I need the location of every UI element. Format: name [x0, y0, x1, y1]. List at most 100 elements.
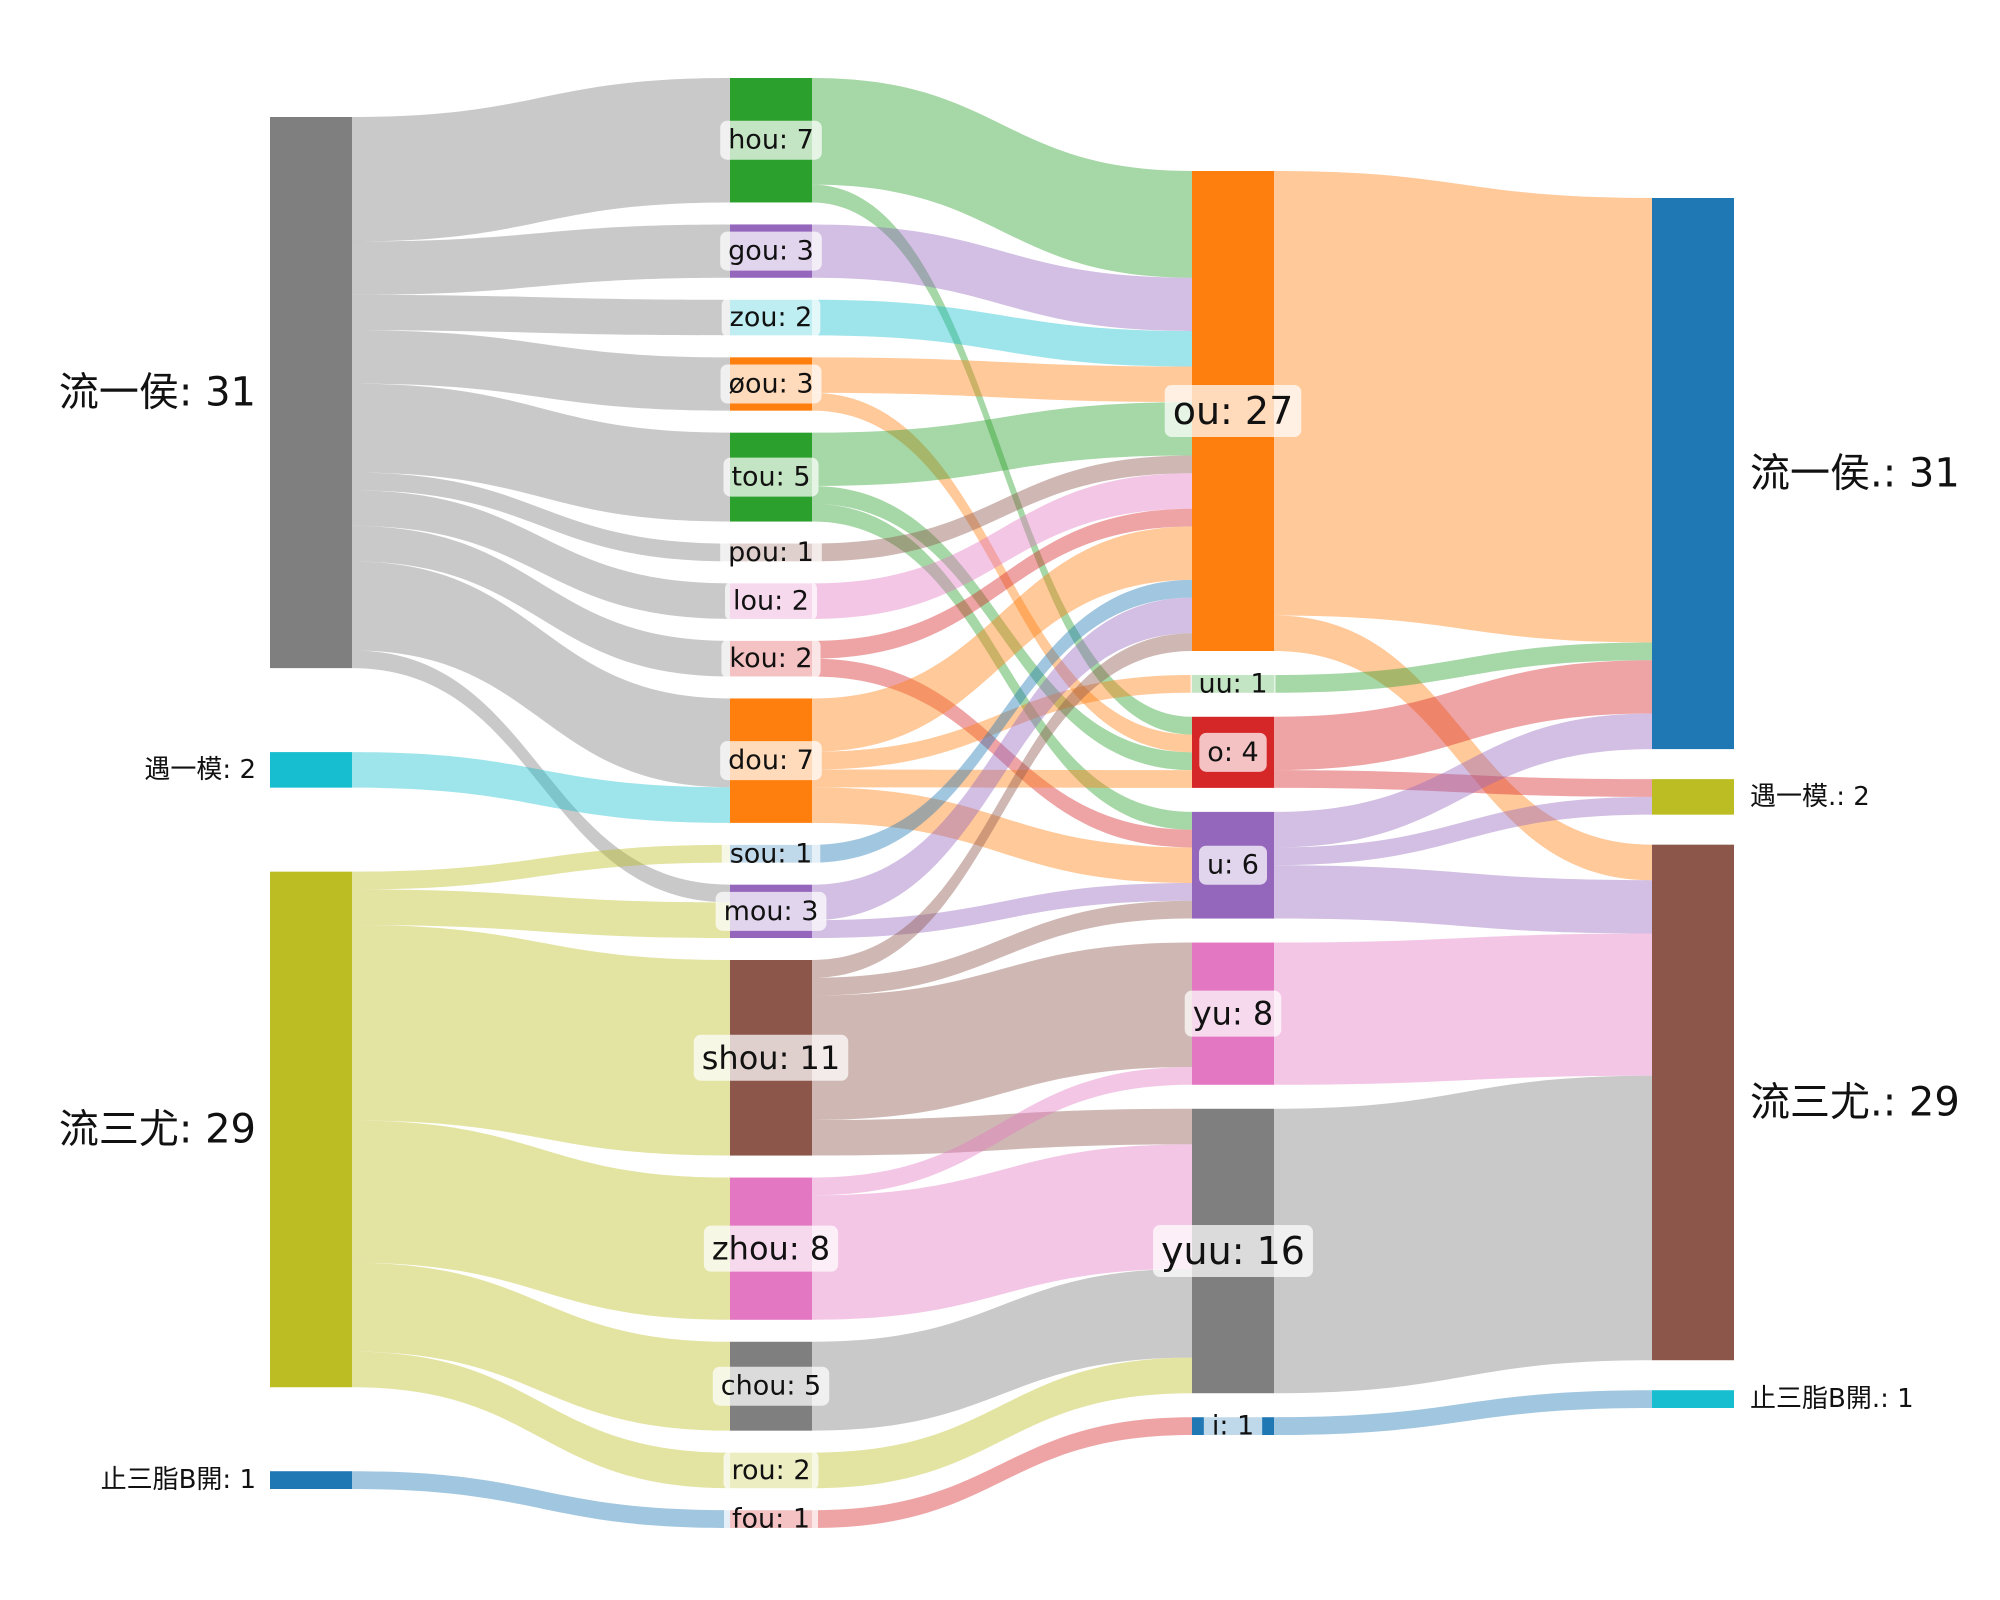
node-R_yumo — [1652, 779, 1734, 815]
link-yuu-to-R_you — [1274, 1075, 1652, 1394]
link-L_houshi-to-0ou — [352, 330, 730, 411]
link-L_houshi-to-zou — [352, 294, 730, 336]
link-0ou-to-o — [812, 392, 1192, 753]
node-label-uu: uu: 1 — [1198, 668, 1267, 699]
node-label-kou: kou: 2 — [729, 643, 812, 674]
node-label-bg-ou — [1164, 385, 1302, 437]
node-label-pou: pou: 1 — [728, 537, 814, 568]
node-label-L_zhi: 止三脂B開: 1 — [101, 1465, 256, 1495]
link-ou-to-R_you — [1274, 615, 1652, 881]
node-label-bg-yuu — [1153, 1225, 1313, 1277]
node-label-bg-dou — [720, 741, 822, 781]
node-label-bg-shou — [693, 1034, 849, 1081]
link-u-to-R_yumo — [1274, 796, 1652, 866]
node-L_you — [270, 871, 352, 1388]
node-label-bg-kou — [721, 639, 821, 679]
link-dou-to-ou — [812, 526, 1192, 752]
link-L_you-to-zhou — [352, 1120, 730, 1320]
node-label-bg-zhou — [703, 1225, 839, 1272]
link-lou-to-ou — [812, 473, 1192, 619]
node-label-mou: mou: 3 — [724, 896, 819, 927]
node-label-bg-lou — [725, 581, 817, 621]
link-L_houshi-to-kou — [352, 525, 730, 677]
node-L_houshi — [270, 117, 352, 669]
node-label-bg-u — [1199, 845, 1267, 885]
node-label-bg-mou — [715, 891, 827, 931]
link-o-to-R_yumo — [1274, 770, 1652, 797]
link-L_you-to-shou — [352, 925, 730, 1156]
link-L_houshi-to-gou — [352, 224, 730, 295]
link-zhou-to-yuu — [812, 1144, 1192, 1320]
link-gou-to-ou — [812, 224, 1192, 331]
link-fou-to-i — [812, 1417, 1192, 1528]
node-label-fou: fou: 1 — [732, 1504, 810, 1535]
node-label-R_yumo: 遇一模.: 2 — [1750, 782, 1870, 812]
node-label-bg-hou — [720, 120, 822, 160]
node-label-tou: tou: 5 — [731, 462, 810, 493]
node-label-bg-yu — [1184, 990, 1282, 1037]
link-tou-to-u — [812, 503, 1192, 830]
link-mou-to-u — [812, 883, 1192, 938]
link-shou-to-u — [812, 900, 1192, 996]
sankey-labels: 流一侯: 31 遇一模: 2 流三尤: 29 止三脂B開: 1 hou: 7 gou: 3… — [59, 120, 1960, 1539]
node-label-gou: gou: 3 — [728, 236, 814, 267]
link-i-to-R_zhi — [1274, 1390, 1652, 1435]
node-label-bg-sou — [721, 834, 821, 874]
node-label-yu: yu: 8 — [1193, 995, 1274, 1033]
link-u-to-R_you — [1274, 865, 1652, 934]
link-L_houshi-to-dou — [352, 561, 730, 788]
link-zou-to-ou — [812, 299, 1192, 367]
link-shou-to-ou — [812, 633, 1192, 978]
node-label-bg-gou — [720, 231, 822, 271]
node-L_yumo — [270, 752, 352, 788]
link-tou-to-ou — [812, 402, 1192, 486]
node-R_you — [1652, 844, 1734, 1361]
link-tou-to-o — [812, 486, 1192, 771]
link-L_houshi-to-tou — [352, 383, 730, 522]
link-zhou-to-yu — [812, 1067, 1192, 1196]
node-R_zhi — [1652, 1390, 1734, 1408]
link-dou-to-o — [812, 769, 1192, 788]
node-L_zhi — [270, 1471, 352, 1489]
node-label-i: i: 1 — [1212, 1411, 1254, 1442]
node-label-R_zhi: 止三脂B開.: 1 — [1750, 1384, 1914, 1414]
link-hou-to-o — [812, 184, 1192, 735]
link-L_houshi-to-mou — [352, 650, 730, 903]
link-L_you-to-sou — [352, 844, 730, 890]
node-label-o: o: 4 — [1207, 737, 1258, 768]
link-shou-to-yuu — [812, 1108, 1192, 1156]
link-L_houshi-to-hou — [352, 78, 730, 242]
node-label-rou: rou: 2 — [732, 1455, 811, 1486]
link-yu-to-R_you — [1274, 933, 1652, 1085]
node-R_houshi — [1652, 198, 1734, 750]
node-label-sou: sou: 1 — [730, 838, 813, 869]
node-label-L_yumo: 遇一模: 2 — [144, 755, 256, 785]
link-kou-to-u — [812, 658, 1192, 848]
node-label-ou: ou: 27 — [1173, 389, 1294, 433]
node-label-L_you: 流三尤: 29 — [59, 1106, 256, 1152]
link-L_you-to-mou — [352, 889, 730, 938]
node-label-zhou: zhou: 8 — [712, 1230, 830, 1268]
sankey-links — [352, 78, 1652, 1528]
node-label-bg-0ou — [720, 364, 822, 404]
link-mou-to-ou — [812, 597, 1192, 921]
link-u-to-R_houshi — [1274, 713, 1652, 848]
node-label-dou: dou: 7 — [728, 745, 814, 776]
link-sou-to-ou — [812, 579, 1192, 863]
link-dou-to-uu — [812, 675, 1192, 770]
link-0ou-to-ou — [812, 357, 1192, 403]
link-rou-to-yuu — [812, 1357, 1192, 1489]
node-label-bg-uu — [1190, 664, 1276, 704]
link-chou-to-yuu — [812, 1268, 1192, 1431]
link-o-to-R_houshi — [1274, 660, 1652, 771]
node-label-R_you: 流三尤.: 29 — [1750, 1079, 1960, 1125]
link-dou-to-u — [812, 787, 1192, 883]
link-L_houshi-to-lou — [352, 490, 730, 619]
node-label-bg-tou — [723, 457, 819, 497]
link-L_zhi-to-fou — [352, 1471, 730, 1528]
node-label-R_houshi: 流一侯.: 31 — [1750, 451, 1960, 497]
link-pou-to-ou — [812, 455, 1192, 562]
link-ou-to-R_houshi — [1274, 171, 1652, 643]
node-label-bg-pou — [720, 532, 822, 572]
